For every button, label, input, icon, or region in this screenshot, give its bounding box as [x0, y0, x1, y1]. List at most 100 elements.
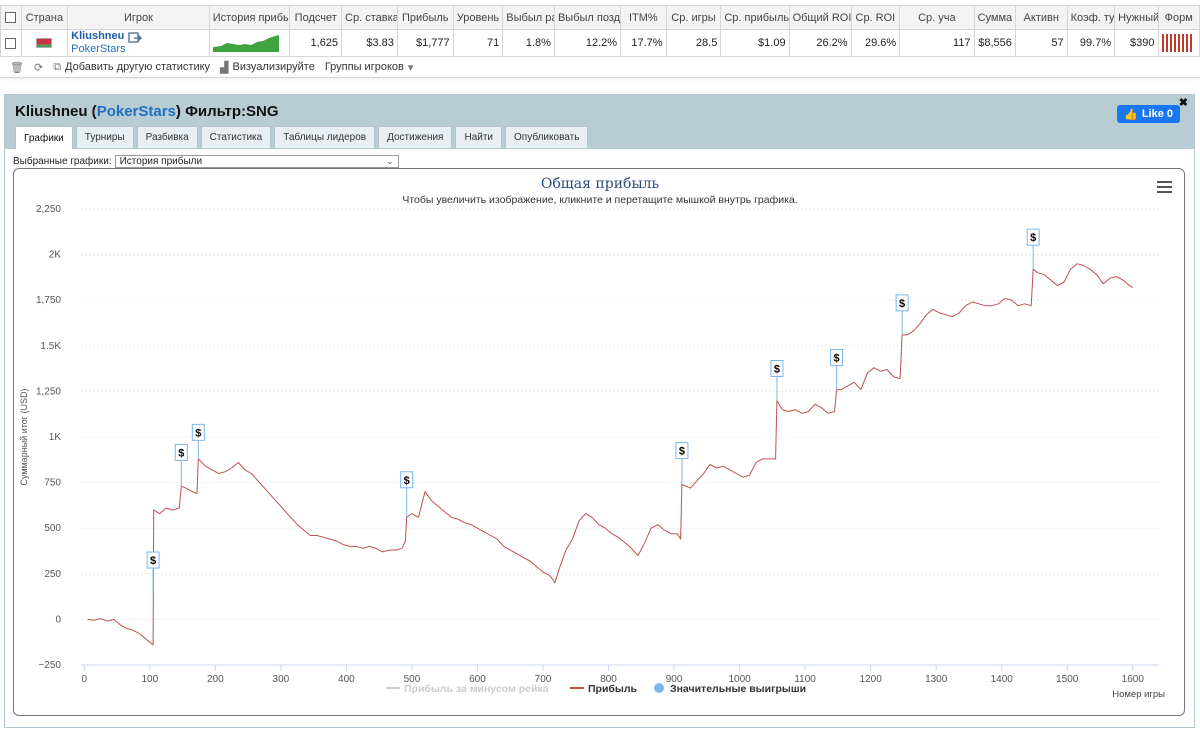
tab-charts[interactable]: Графики — [15, 126, 73, 149]
y-tick-label: −250 — [38, 660, 61, 671]
stat-cell: 99.7% — [1066, 29, 1116, 57]
panel-header: Kliushneu (PokerStars) Фильтр:SNG 👍 Like… — [5, 95, 1194, 149]
player-room-link[interactable]: PokerStars — [71, 43, 126, 55]
trash-icon[interactable]: 🗑 — [10, 61, 24, 74]
tab-leaderboards[interactable]: Таблицы лидеров — [274, 126, 376, 148]
chart-icon: ▟ — [220, 61, 229, 74]
panel-filter: Фильтр:SNG — [185, 103, 279, 120]
stat-cell: $1.09 — [720, 29, 790, 57]
tab-breakdown[interactable]: Разбивка — [136, 126, 198, 148]
big-win-flag — [1026, 228, 1040, 246]
col-header[interactable]: Выбыл позд — [553, 5, 622, 30]
add-statistic-label: Добавить другую статистику — [65, 61, 211, 73]
col-header[interactable]: Ср. уча — [899, 5, 975, 30]
close-icon[interactable]: ✖ — [1178, 97, 1188, 109]
big-win-flag — [895, 294, 909, 312]
facebook-like-button[interactable]: 👍 Like 0 — [1117, 105, 1180, 123]
col-header[interactable]: Прибыль — [396, 5, 454, 30]
add-statistic-button[interactable]: ⧉ Добавить другую статистику — [53, 61, 210, 74]
chart-select-row: Выбранные графики: История прибыли ⌄ — [13, 155, 399, 168]
visualize-button[interactable]: ▟ Визуализируйте — [220, 61, 315, 74]
stats-table: Страна Игрок История прибы Подсчет Ср. с… — [0, 5, 1200, 57]
y-tick-label: 250 — [44, 569, 61, 580]
stat-cell: 71 — [452, 29, 504, 57]
refresh-icon[interactable]: ⟳ — [33, 61, 44, 74]
stats-table-section: Страна Игрок История прибы Подсчет Ср. с… — [0, 0, 1200, 78]
like-label: Like 0 — [1141, 108, 1173, 120]
tab-statistics[interactable]: Статистика — [200, 126, 272, 148]
profit-history-sparkline[interactable] — [208, 29, 291, 57]
col-header[interactable]: Общий ROI — [788, 5, 852, 30]
col-header[interactable]: История прибы — [208, 5, 291, 30]
tab-find[interactable]: Найти — [455, 126, 503, 148]
big-win-flag — [174, 443, 188, 461]
player-groups-dropdown[interactable]: Группы игроков ▾ — [325, 61, 414, 74]
dollar-icon: $ — [404, 475, 410, 487]
col-header[interactable]: Игрок — [67, 5, 210, 30]
col-header[interactable]: Нужный — [1114, 5, 1159, 30]
x-tick-label: 700 — [535, 674, 552, 685]
checkbox-icon[interactable] — [5, 37, 17, 49]
chart-menu-button[interactable] — [1157, 181, 1172, 196]
col-header[interactable]: Уровень — [452, 5, 504, 30]
y-tick-label: 1K — [49, 432, 62, 443]
x-tick-label: 1200 — [860, 674, 883, 685]
col-header[interactable]: Подсчет — [289, 5, 343, 30]
panel-tabs: Графики Турниры Разбивка Статистика Табл… — [15, 126, 589, 149]
stat-cell: 26.2% — [788, 29, 852, 57]
player-groups-label: Группы игроков — [324, 61, 404, 73]
col-header[interactable]: Выбыл ра — [502, 5, 555, 30]
col-header[interactable]: Активн — [1014, 5, 1068, 30]
col-header[interactable]: Страна — [20, 5, 69, 30]
dollar-icon: $ — [150, 555, 156, 567]
y-tick-label: 2K — [49, 250, 62, 261]
chart-container[interactable]: Общая прибыль Чтобы увеличить изображение… — [13, 168, 1185, 716]
hamburger-icon — [1157, 181, 1172, 183]
col-header[interactable]: Ср. ROI — [850, 5, 901, 30]
x-tick-label: 1400 — [991, 674, 1014, 685]
dollar-icon: $ — [195, 427, 201, 439]
y-tick-label: 1,250 — [36, 386, 61, 397]
checkbox-icon[interactable] — [5, 12, 17, 24]
y-tick-label: 1,750 — [36, 295, 61, 306]
col-header[interactable]: Ср. прибыль — [720, 5, 790, 30]
x-tick-label: 500 — [404, 674, 421, 685]
dollar-icon: $ — [899, 298, 905, 310]
x-tick-label: 0 — [81, 674, 87, 685]
table-row: Kliushneu PokerStars 1,625 $3.83 $1,777 … — [0, 29, 1200, 57]
stats-toolbar: 🗑 ⟳ ⧉ Добавить другую статистику ▟ Визуа… — [10, 59, 413, 75]
y-tick-label: 1.5K — [40, 341, 61, 352]
panel-room-link[interactable]: PokerStars — [96, 103, 176, 120]
open-profile-icon[interactable] — [128, 32, 143, 44]
stats-header-row: Страна Игрок История прибы Подсчет Ср. с… — [0, 5, 1200, 30]
form-cell — [1157, 29, 1200, 57]
visualize-label: Визуализируйте — [232, 61, 315, 73]
chart-title: Общая прибыль — [541, 176, 660, 192]
col-header[interactable]: Коэф. тур — [1066, 5, 1116, 30]
stat-cell: 57 — [1014, 29, 1068, 57]
col-header[interactable]: Ср. игры — [665, 5, 722, 30]
profit-series-line — [87, 263, 1134, 646]
chart-select[interactable]: История прибыли ⌄ — [114, 155, 399, 168]
col-header[interactable]: Ср. ставка — [341, 5, 398, 30]
select-all-checkbox[interactable] — [0, 5, 22, 30]
y-tick-label: 0 — [55, 614, 61, 625]
profit-chart[interactable]: Общая прибыль Чтобы увеличить изображение… — [14, 169, 1185, 716]
tab-tournaments[interactable]: Турниры — [75, 126, 134, 148]
tab-achievements[interactable]: Достижения — [378, 126, 453, 148]
legend-bigwins-label: Значительные выигрыши — [670, 683, 806, 695]
stat-cell: 12.2% — [553, 29, 622, 57]
x-tick-label: 400 — [338, 674, 355, 685]
col-header[interactable]: Форм — [1157, 5, 1200, 30]
legend-profit-label: Прибыль — [588, 683, 638, 695]
col-header[interactable]: Сумма призов — [973, 5, 1016, 30]
big-win-flag — [400, 471, 414, 489]
player-name-link[interactable]: Kliushneu — [71, 30, 125, 43]
belarus-flag-icon — [36, 38, 53, 49]
y-tick-label: 750 — [44, 478, 61, 489]
row-checkbox[interactable] — [0, 29, 22, 57]
big-win-flag — [191, 423, 205, 441]
tab-publish[interactable]: Опубликовать — [505, 126, 589, 148]
x-tick-label: 100 — [141, 674, 158, 685]
col-header[interactable]: ITM% — [620, 5, 667, 30]
